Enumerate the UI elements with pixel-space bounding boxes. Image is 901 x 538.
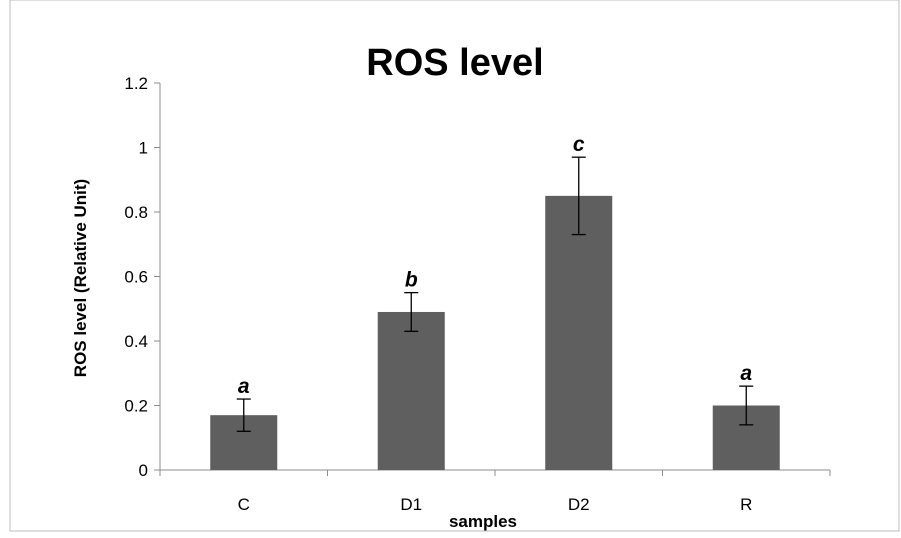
x-tick-label: D2 [568, 495, 590, 514]
y-axis-label: ROS level (Relative Unit) [71, 179, 90, 377]
y-tick-label: 0.6 [124, 268, 148, 287]
significance-label: a [238, 375, 250, 398]
significance-label: b [405, 269, 418, 292]
x-tick-label: C [238, 495, 250, 514]
y-tick-label: 0 [139, 461, 148, 480]
x-tick-label: R [740, 495, 752, 514]
significance-label: c [573, 133, 585, 156]
plot-area: 0 0.2 0.4 0.6 0.8 1 1.2 a Cb D1 c D2 a R [124, 74, 831, 514]
y-tick-label: 1.2 [124, 74, 148, 93]
y-tick-label: 0.2 [124, 397, 148, 416]
y-tick-label: 0.4 [124, 332, 148, 351]
x-axis-label: samples [449, 512, 517, 531]
chart-title: ROS level [366, 42, 543, 84]
bar-d2 [545, 195, 613, 470]
significance-label: a [740, 362, 752, 385]
y-tick-label: 0.8 [124, 203, 148, 222]
bar-d1 [377, 311, 445, 470]
y-tick-label: 1 [139, 139, 148, 158]
x-tick-label: D1 [400, 495, 422, 514]
